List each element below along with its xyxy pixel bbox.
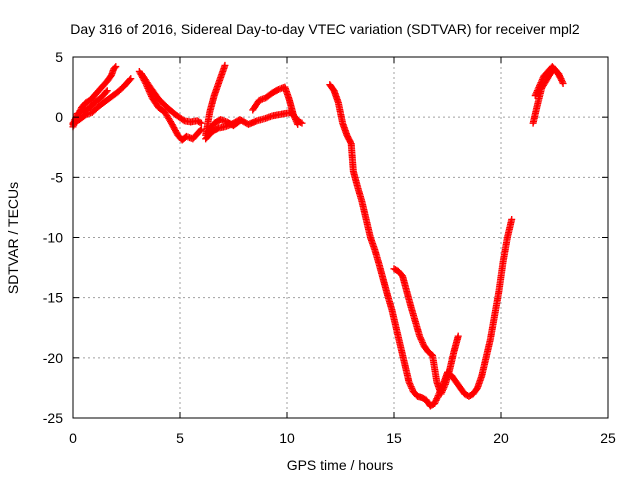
y-tick-labels: 5 0 -5 -10 -15 -20 -25: [43, 49, 63, 426]
data-point: [439, 385, 447, 393]
y-axis-label: SDTVAR / TECUs: [5, 182, 21, 294]
data-point: [102, 88, 110, 96]
data-point: [405, 378, 413, 386]
x-tick-label: 20: [493, 430, 509, 446]
data-point: [537, 79, 545, 87]
data-point: [127, 75, 135, 83]
data-point: [441, 382, 449, 390]
x-tick-label: 10: [279, 430, 295, 446]
data-point: [112, 63, 120, 71]
axis-ticks: [72, 56, 609, 419]
data-point: [536, 82, 544, 90]
x-tick-label: 5: [176, 430, 184, 446]
data-point: [433, 395, 441, 403]
data-point: [419, 339, 427, 347]
data-point: [533, 87, 541, 95]
y-tick-label: -5: [51, 169, 64, 185]
y-tick-label: -10: [43, 230, 63, 246]
data-point: [535, 83, 543, 91]
data-point: [293, 119, 301, 127]
data-point: [418, 337, 426, 345]
data-point: [235, 118, 243, 126]
data-points: [69, 61, 567, 410]
data-point: [434, 393, 442, 401]
data-point: [558, 78, 566, 86]
x-tick-label: 25: [600, 430, 616, 446]
data-point: [406, 380, 414, 388]
data-point: [406, 381, 414, 389]
data-point: [289, 111, 297, 119]
x-tick-labels: 0 5 10 15 20 25: [69, 430, 616, 446]
data-point: [292, 116, 300, 124]
data-point: [290, 112, 298, 120]
data-point: [408, 384, 416, 392]
data-point: [454, 332, 462, 340]
x-axis-label: GPS time / hours: [287, 457, 394, 473]
data-point: [538, 75, 546, 83]
data-point: [440, 384, 448, 392]
data-point: [438, 388, 446, 396]
y-tick-label: 0: [55, 109, 63, 125]
data-point: [196, 126, 204, 134]
data-point: [292, 117, 300, 125]
data-point: [197, 119, 205, 127]
data-point: [538, 77, 546, 85]
x-tick-label: 15: [386, 430, 402, 446]
data-point: [557, 75, 565, 83]
x-tick-label: 0: [69, 430, 77, 446]
data-point: [416, 334, 424, 342]
data-point: [532, 90, 540, 98]
data-point: [559, 79, 567, 87]
data-point: [103, 87, 111, 95]
data-point: [431, 400, 439, 408]
data-point: [531, 92, 539, 100]
y-tick-label: -15: [43, 290, 63, 306]
data-point: [196, 118, 204, 126]
data-point: [111, 64, 119, 72]
data-point: [294, 120, 302, 128]
grid-lines: [73, 57, 608, 418]
data-point: [197, 125, 205, 133]
data-point: [346, 138, 354, 146]
data-point: [221, 61, 229, 69]
y-tick-label: -20: [43, 350, 63, 366]
data-point: [236, 117, 244, 125]
data-point: [439, 387, 447, 395]
data-point: [533, 88, 541, 96]
data-point: [536, 80, 544, 88]
data-point: [437, 390, 445, 398]
data-point: [431, 398, 439, 406]
data-point: [407, 383, 415, 391]
data-point: [508, 215, 516, 223]
y-tick-label: 5: [55, 49, 63, 65]
y-tick-label: -25: [43, 410, 63, 426]
data-point: [558, 76, 566, 84]
data-point: [291, 114, 299, 122]
chart-title: Day 316 of 2016, Sidereal Day-to-day VTE…: [70, 21, 580, 37]
data-point: [432, 396, 440, 404]
data-point: [126, 76, 134, 84]
data-point: [416, 332, 424, 340]
data-point: [534, 85, 542, 93]
data-point: [417, 335, 425, 343]
data-point: [556, 73, 564, 81]
